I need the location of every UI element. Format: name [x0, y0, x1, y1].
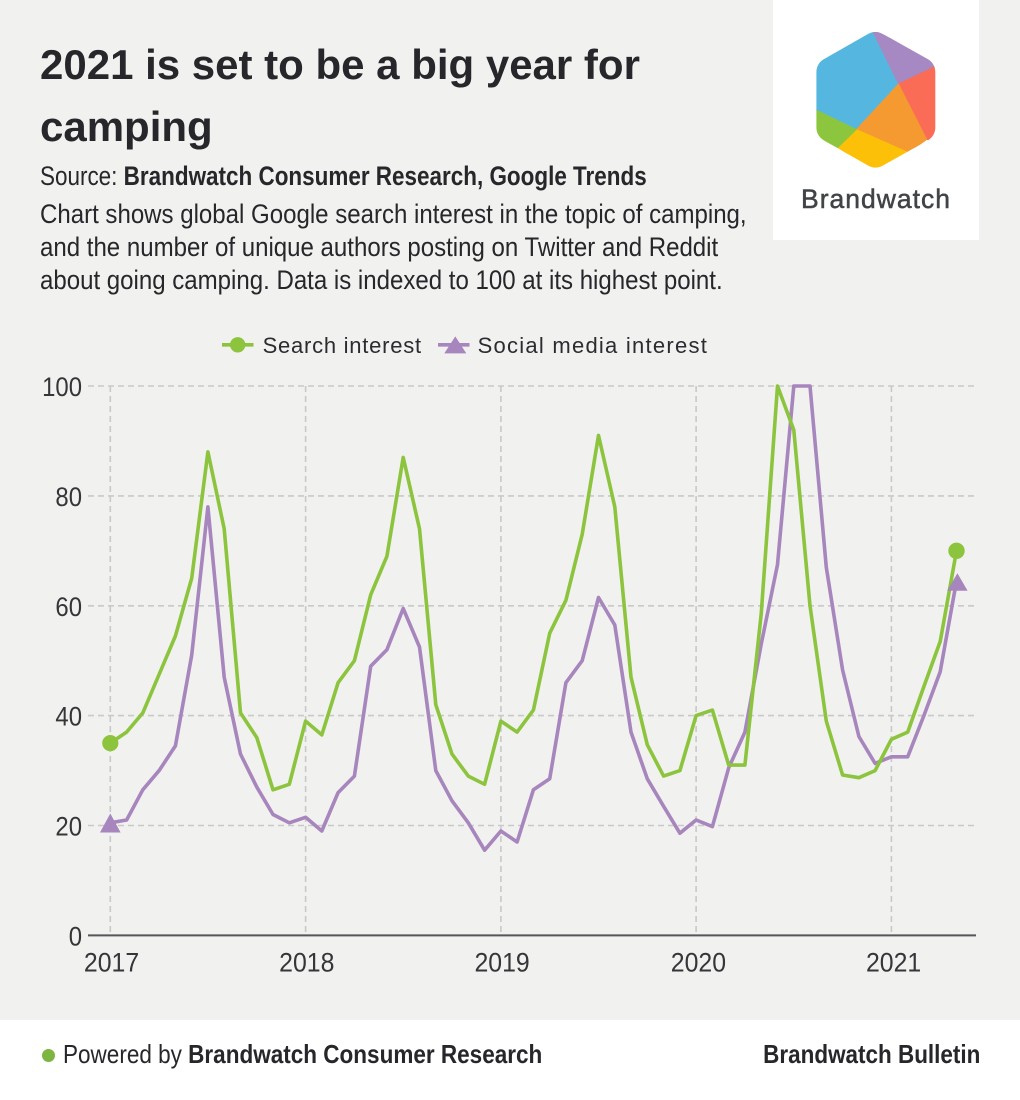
- svg-text:2017: 2017: [84, 949, 139, 978]
- svg-text:100: 100: [42, 373, 82, 403]
- svg-text:60: 60: [55, 593, 82, 623]
- svg-text:20: 20: [55, 812, 82, 842]
- svg-text:2021: 2021: [866, 949, 921, 978]
- svg-text:40: 40: [55, 702, 82, 732]
- svg-text:0: 0: [69, 922, 82, 952]
- svg-text:Search interest: Search interest: [263, 333, 422, 358]
- svg-text:2018: 2018: [279, 949, 334, 978]
- svg-text:2019: 2019: [474, 949, 529, 978]
- svg-text:80: 80: [55, 483, 82, 513]
- svg-text:Social media interest: Social media interest: [478, 333, 708, 358]
- svg-text:2020: 2020: [671, 949, 726, 978]
